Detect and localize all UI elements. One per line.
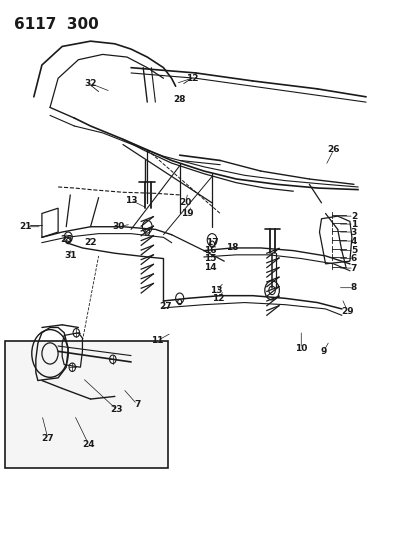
Text: 26: 26 xyxy=(328,146,340,155)
Text: 25: 25 xyxy=(60,236,73,245)
Text: 4: 4 xyxy=(351,237,357,246)
Text: 12: 12 xyxy=(212,294,224,303)
Text: 6: 6 xyxy=(351,254,357,263)
Text: 24: 24 xyxy=(82,440,95,449)
Text: 11: 11 xyxy=(151,336,164,345)
Text: 30: 30 xyxy=(113,222,125,231)
Text: 10: 10 xyxy=(295,344,308,353)
Text: 8: 8 xyxy=(351,283,357,292)
Text: 1: 1 xyxy=(351,220,357,229)
Text: 27: 27 xyxy=(159,302,172,311)
Text: 13: 13 xyxy=(125,196,137,205)
Text: 32: 32 xyxy=(84,79,97,88)
Text: 14: 14 xyxy=(204,263,216,272)
Text: 7: 7 xyxy=(134,400,140,409)
Text: 21: 21 xyxy=(20,222,32,231)
Text: 18: 18 xyxy=(226,244,239,253)
Text: 22: 22 xyxy=(84,238,97,247)
Text: 17: 17 xyxy=(206,238,218,247)
Text: 20: 20 xyxy=(180,198,192,207)
Text: 23: 23 xyxy=(111,405,123,414)
Text: 12: 12 xyxy=(186,74,198,83)
Text: 29: 29 xyxy=(341,307,354,316)
Text: 2: 2 xyxy=(351,212,357,221)
Text: 5: 5 xyxy=(351,246,357,255)
Text: 9: 9 xyxy=(320,347,327,356)
Text: 16: 16 xyxy=(204,246,216,255)
Text: 6117  300: 6117 300 xyxy=(13,17,98,33)
Text: 31: 31 xyxy=(64,252,77,261)
Text: 28: 28 xyxy=(173,95,186,104)
Text: 7: 7 xyxy=(351,264,357,272)
Bar xyxy=(5,341,168,468)
Text: 15: 15 xyxy=(204,254,216,263)
Text: 13: 13 xyxy=(210,286,222,295)
Text: 3: 3 xyxy=(351,228,357,237)
Text: 27: 27 xyxy=(42,434,54,443)
Text: 19: 19 xyxy=(182,209,194,218)
